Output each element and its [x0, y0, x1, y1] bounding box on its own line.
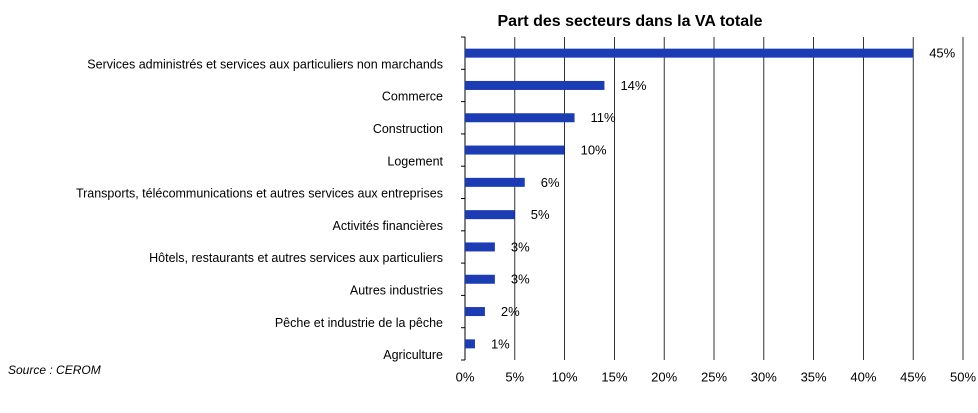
x-tick-label: 5% — [505, 369, 524, 384]
bar — [465, 274, 495, 284]
x-tick-label: 25% — [701, 369, 727, 384]
category-label: Activités financières — [333, 219, 443, 233]
bar — [465, 339, 475, 349]
data-label: 3% — [511, 272, 530, 287]
x-tick-label: 10% — [552, 369, 578, 384]
category-label: Autres industries — [350, 284, 443, 298]
x-tick-label: 15% — [601, 369, 627, 384]
category-label: Services administrés et services aux par… — [87, 57, 443, 71]
category-label: Logement — [387, 154, 443, 168]
category-label: Pêche et industrie de la pêche — [275, 316, 443, 330]
bar — [465, 80, 605, 90]
data-label: 1% — [491, 336, 510, 351]
bar — [465, 145, 565, 155]
data-label: 10% — [581, 142, 607, 157]
data-label: 3% — [511, 239, 530, 254]
x-tick-label: 0% — [456, 369, 475, 384]
bar — [465, 210, 515, 220]
x-tick-label: 45% — [900, 369, 926, 384]
category-label: Hôtels, restaurants et autres services a… — [149, 251, 443, 265]
data-label: 11% — [591, 110, 616, 125]
bar — [465, 177, 525, 187]
x-tick-label: 35% — [801, 369, 827, 384]
category-label: Transports, télécommunications et autres… — [76, 187, 443, 201]
data-label: 2% — [501, 304, 520, 319]
x-tick-label: 50% — [950, 369, 976, 384]
category-label: Construction — [373, 122, 443, 136]
bar — [465, 242, 495, 252]
category-label: Commerce — [382, 90, 443, 104]
data-label: 14% — [620, 78, 646, 93]
chart-title: Part des secteurs dans la VA totale — [498, 13, 763, 30]
x-tick-label: 30% — [751, 369, 777, 384]
bar — [465, 113, 575, 123]
data-label: 45% — [929, 46, 955, 61]
x-tick-label: 20% — [651, 369, 677, 384]
data-label: 6% — [541, 175, 560, 190]
source-note: Source : CEROM — [8, 363, 101, 377]
bar — [465, 48, 914, 58]
bar — [465, 307, 485, 317]
data-label: 5% — [531, 207, 550, 222]
x-tick-label: 40% — [850, 369, 876, 384]
category-label: Agriculture — [383, 348, 443, 362]
